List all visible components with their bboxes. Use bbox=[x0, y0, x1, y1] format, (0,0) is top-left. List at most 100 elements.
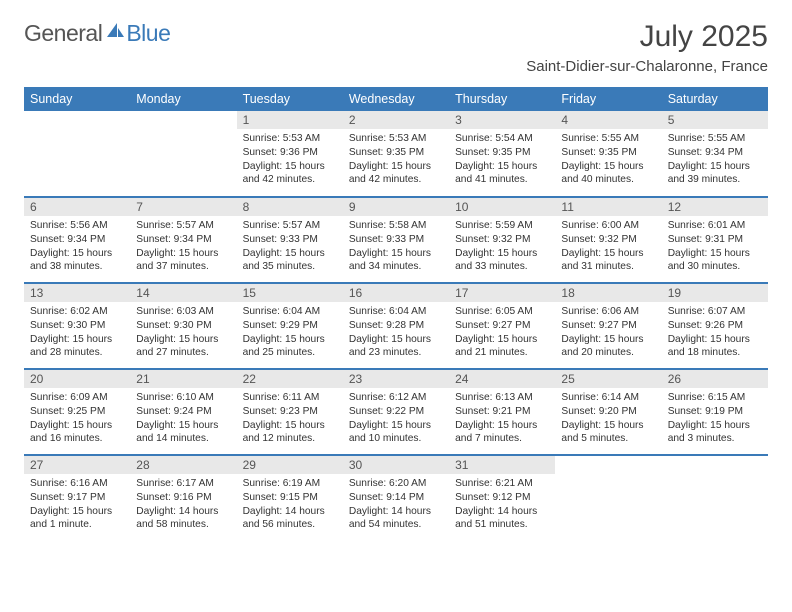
calendar-day-cell bbox=[24, 111, 130, 197]
sunset-text: Sunset: 9:35 PM bbox=[349, 146, 443, 160]
calendar-day-cell: 25Sunrise: 6:14 AMSunset: 9:20 PMDayligh… bbox=[555, 369, 661, 455]
weekday-header: Wednesday bbox=[343, 87, 449, 111]
day-number: 24 bbox=[449, 370, 555, 388]
calendar-day-cell: 2Sunrise: 5:53 AMSunset: 9:35 PMDaylight… bbox=[343, 111, 449, 197]
sunrise-text: Sunrise: 6:12 AM bbox=[349, 391, 443, 405]
calendar-day-cell: 15Sunrise: 6:04 AMSunset: 9:29 PMDayligh… bbox=[237, 283, 343, 369]
sunrise-text: Sunrise: 6:16 AM bbox=[30, 477, 124, 491]
sunrise-text: Sunrise: 6:07 AM bbox=[668, 305, 762, 319]
sunset-text: Sunset: 9:27 PM bbox=[455, 319, 549, 333]
sunset-text: Sunset: 9:15 PM bbox=[243, 491, 337, 505]
location: Saint-Didier-sur-Chalaronne, France bbox=[526, 58, 768, 75]
calendar-day-cell: 20Sunrise: 6:09 AMSunset: 9:25 PMDayligh… bbox=[24, 369, 130, 455]
sunrise-text: Sunrise: 6:11 AM bbox=[243, 391, 337, 405]
day-number: 27 bbox=[24, 456, 130, 474]
sunset-text: Sunset: 9:16 PM bbox=[136, 491, 230, 505]
day-content: Sunrise: 5:58 AMSunset: 9:33 PMDaylight:… bbox=[343, 216, 449, 278]
logo-sail-icon bbox=[105, 20, 125, 47]
day-number: 16 bbox=[343, 284, 449, 302]
calendar-day-cell: 18Sunrise: 6:06 AMSunset: 9:27 PMDayligh… bbox=[555, 283, 661, 369]
calendar-day-cell: 5Sunrise: 5:55 AMSunset: 9:34 PMDaylight… bbox=[662, 111, 768, 197]
weekday-header: Monday bbox=[130, 87, 236, 111]
day-number: 22 bbox=[237, 370, 343, 388]
sunrise-text: Sunrise: 5:54 AM bbox=[455, 132, 549, 146]
day-content: Sunrise: 6:14 AMSunset: 9:20 PMDaylight:… bbox=[555, 388, 661, 450]
calendar-day-cell: 17Sunrise: 6:05 AMSunset: 9:27 PMDayligh… bbox=[449, 283, 555, 369]
calendar-day-cell: 30Sunrise: 6:20 AMSunset: 9:14 PMDayligh… bbox=[343, 455, 449, 541]
day-number: 7 bbox=[130, 198, 236, 216]
sunrise-text: Sunrise: 6:14 AM bbox=[561, 391, 655, 405]
day-number: 15 bbox=[237, 284, 343, 302]
day-number: 28 bbox=[130, 456, 236, 474]
daylight-text: Daylight: 14 hours and 54 minutes. bbox=[349, 505, 443, 533]
day-number: 12 bbox=[662, 198, 768, 216]
calendar-day-cell: 11Sunrise: 6:00 AMSunset: 9:32 PMDayligh… bbox=[555, 197, 661, 283]
day-content: Sunrise: 6:13 AMSunset: 9:21 PMDaylight:… bbox=[449, 388, 555, 450]
logo-text-blue: Blue bbox=[126, 20, 170, 47]
sunrise-text: Sunrise: 6:05 AM bbox=[455, 305, 549, 319]
calendar-day-cell: 27 Sunrise: 6:16 AMSunset: 9:17 PMDayligh… bbox=[24, 455, 130, 541]
weekday-header: Tuesday bbox=[237, 87, 343, 111]
sunset-text: Sunset: 9:17 PM bbox=[30, 491, 124, 505]
sunrise-text: Sunrise: 5:56 AM bbox=[30, 219, 124, 233]
weekday-header: Thursday bbox=[449, 87, 555, 111]
calendar-day-cell: 28Sunrise: 6:17 AMSunset: 9:16 PMDayligh… bbox=[130, 455, 236, 541]
daylight-text: Daylight: 15 hours and 3 minutes. bbox=[668, 419, 762, 447]
calendar-day-cell: 22Sunrise: 6:11 AMSunset: 9:23 PMDayligh… bbox=[237, 369, 343, 455]
daylight-text: Daylight: 15 hours and 12 minutes. bbox=[243, 419, 337, 447]
calendar-day-cell: 14Sunrise: 6:03 AMSunset: 9:30 PMDayligh… bbox=[130, 283, 236, 369]
sunrise-text: Sunrise: 5:53 AM bbox=[349, 132, 443, 146]
weekday-header: Sunday bbox=[24, 87, 130, 111]
day-content: Sunrise: 5:56 AMSunset: 9:34 PMDaylight:… bbox=[24, 216, 130, 278]
sunset-text: Sunset: 9:32 PM bbox=[455, 233, 549, 247]
daylight-text: Daylight: 15 hours and 21 minutes. bbox=[455, 333, 549, 361]
day-content: Sunrise: 6:11 AMSunset: 9:23 PMDaylight:… bbox=[237, 388, 343, 450]
calendar-day-cell: 23Sunrise: 6:12 AMSunset: 9:22 PMDayligh… bbox=[343, 369, 449, 455]
calendar-day-cell: 19Sunrise: 6:07 AMSunset: 9:26 PMDayligh… bbox=[662, 283, 768, 369]
calendar-table: SundayMondayTuesdayWednesdayThursdayFrid… bbox=[24, 87, 768, 541]
day-content: Sunrise: 5:54 AMSunset: 9:35 PMDaylight:… bbox=[449, 129, 555, 191]
day-content: Sunrise: 5:53 AMSunset: 9:35 PMDaylight:… bbox=[343, 129, 449, 191]
sunset-text: Sunset: 9:25 PM bbox=[30, 405, 124, 419]
day-content: Sunrise: 6:00 AMSunset: 9:32 PMDaylight:… bbox=[555, 216, 661, 278]
sunset-text: Sunset: 9:33 PM bbox=[243, 233, 337, 247]
calendar-day-cell bbox=[130, 111, 236, 197]
calendar-day-cell: 31Sunrise: 6:21 AMSunset: 9:12 PMDayligh… bbox=[449, 455, 555, 541]
calendar-day-cell: 26Sunrise: 6:15 AMSunset: 9:19 PMDayligh… bbox=[662, 369, 768, 455]
sunrise-text: Sunrise: 5:53 AM bbox=[243, 132, 337, 146]
sunset-text: Sunset: 9:34 PM bbox=[30, 233, 124, 247]
sunrise-text: Sunrise: 6:20 AM bbox=[349, 477, 443, 491]
calendar-week-row: 20Sunrise: 6:09 AMSunset: 9:25 PMDayligh… bbox=[24, 369, 768, 455]
sunrise-text: Sunrise: 6:21 AM bbox=[455, 477, 549, 491]
logo-text-general: General bbox=[24, 20, 102, 47]
daylight-text: Daylight: 15 hours and 1 minute. bbox=[30, 505, 124, 533]
calendar-day-cell: 24Sunrise: 6:13 AMSunset: 9:21 PMDayligh… bbox=[449, 369, 555, 455]
day-number: 3 bbox=[449, 111, 555, 129]
daylight-text: Daylight: 15 hours and 16 minutes. bbox=[30, 419, 124, 447]
day-number: 13 bbox=[24, 284, 130, 302]
daylight-text: Daylight: 15 hours and 39 minutes. bbox=[668, 160, 762, 188]
day-content: Sunrise: 6:03 AMSunset: 9:30 PMDaylight:… bbox=[130, 302, 236, 364]
daylight-text: Daylight: 15 hours and 33 minutes. bbox=[455, 247, 549, 275]
daylight-text: Daylight: 15 hours and 31 minutes. bbox=[561, 247, 655, 275]
sunrise-text: Sunrise: 6:01 AM bbox=[668, 219, 762, 233]
daylight-text: Daylight: 15 hours and 25 minutes. bbox=[243, 333, 337, 361]
day-number: 14 bbox=[130, 284, 236, 302]
sunrise-text: Sunrise: 6:00 AM bbox=[561, 219, 655, 233]
calendar-day-cell: 12Sunrise: 6:01 AMSunset: 9:31 PMDayligh… bbox=[662, 197, 768, 283]
calendar-day-cell: 10Sunrise: 5:59 AMSunset: 9:32 PMDayligh… bbox=[449, 197, 555, 283]
day-content: Sunrise: 5:55 AMSunset: 9:34 PMDaylight:… bbox=[662, 129, 768, 191]
day-number: 2 bbox=[343, 111, 449, 129]
day-content: Sunrise: 6:04 AMSunset: 9:29 PMDaylight:… bbox=[237, 302, 343, 364]
day-number: 21 bbox=[130, 370, 236, 388]
calendar-day-cell: 3Sunrise: 5:54 AMSunset: 9:35 PMDaylight… bbox=[449, 111, 555, 197]
day-content: Sunrise: 6:15 AMSunset: 9:19 PMDaylight:… bbox=[662, 388, 768, 450]
day-number: 29 bbox=[237, 456, 343, 474]
sunset-text: Sunset: 9:12 PM bbox=[455, 491, 549, 505]
sunrise-text: Sunrise: 6:04 AM bbox=[349, 305, 443, 319]
sunset-text: Sunset: 9:28 PM bbox=[349, 319, 443, 333]
sunrise-text: Sunrise: 6:10 AM bbox=[136, 391, 230, 405]
sunset-text: Sunset: 9:35 PM bbox=[455, 146, 549, 160]
daylight-text: Daylight: 15 hours and 35 minutes. bbox=[243, 247, 337, 275]
day-number: 8 bbox=[237, 198, 343, 216]
